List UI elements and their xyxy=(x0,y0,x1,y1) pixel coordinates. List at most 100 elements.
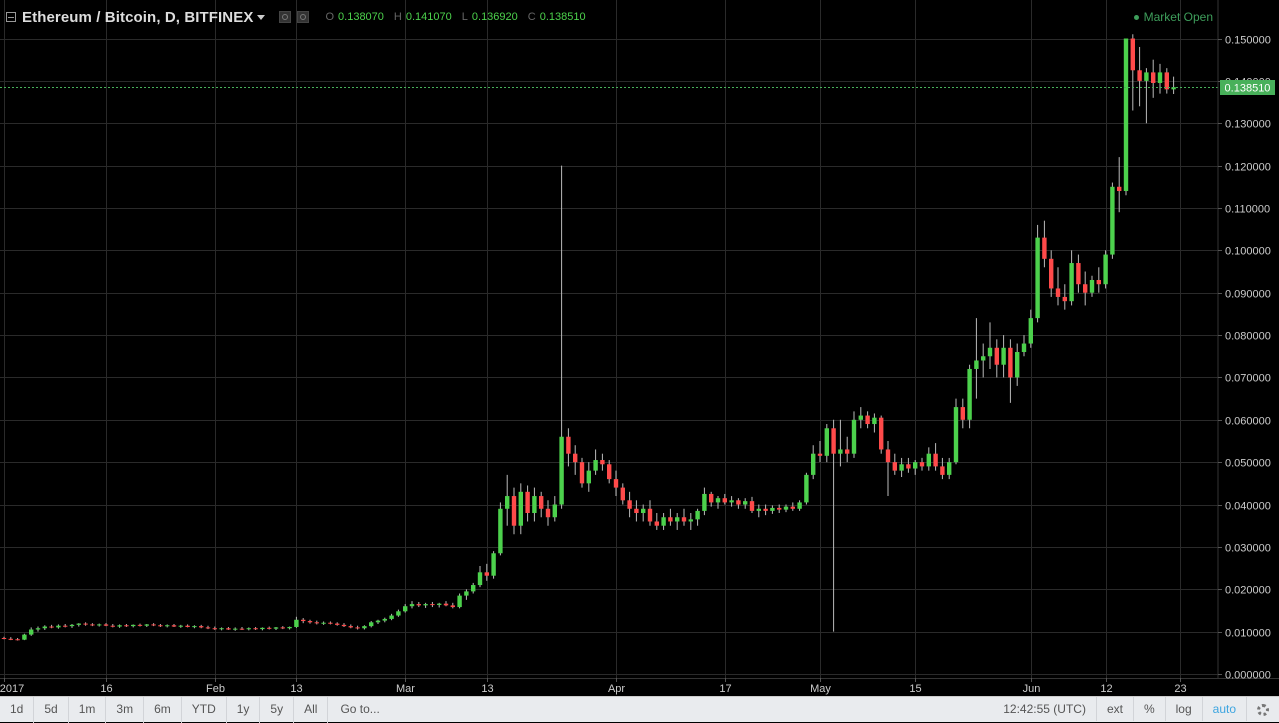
candle xyxy=(885,440,891,497)
candle xyxy=(42,625,47,630)
collapse-icon[interactable] xyxy=(6,12,16,22)
candle-body-up xyxy=(783,506,789,510)
last-price-tag: 0.138510 xyxy=(1220,80,1275,95)
time-tick-label: 12 xyxy=(1100,683,1112,695)
symbol-title[interactable]: Ethereum / Bitcoin, D, BITFINEX xyxy=(22,8,254,26)
candle xyxy=(715,496,721,509)
price-tick-label: 0.150000 xyxy=(1225,35,1271,47)
candle xyxy=(913,460,918,475)
candle xyxy=(865,411,870,429)
candle xyxy=(790,502,795,511)
candle-body-down xyxy=(1130,38,1135,71)
candlestick-chart[interactable]: 0.000000 0.010000 0.020000 0.030000 0.040000… xyxy=(0,0,1279,696)
candles xyxy=(1,34,1176,641)
range-button-1m[interactable]: 1m xyxy=(69,696,107,723)
log-toggle[interactable]: log xyxy=(1164,697,1202,721)
candle xyxy=(736,498,741,509)
candle xyxy=(953,398,959,465)
candle xyxy=(1062,284,1067,310)
goto-button[interactable]: Go to... xyxy=(340,701,380,716)
candle xyxy=(593,449,598,475)
range-button-3m[interactable]: 3m xyxy=(106,696,145,723)
candle-body-down xyxy=(709,493,714,503)
candle xyxy=(443,601,449,607)
range-button-5y[interactable]: 5y xyxy=(260,696,295,723)
candle-body-up xyxy=(593,460,598,471)
percent-toggle[interactable]: % xyxy=(1132,697,1165,721)
price-tick-label: 0.120000 xyxy=(1225,162,1271,174)
candle-body-down xyxy=(341,624,347,627)
auto-toggle[interactable]: auto xyxy=(1201,697,1246,721)
candle-body-down xyxy=(226,628,231,630)
candle xyxy=(464,589,469,600)
candle-body-up xyxy=(287,626,292,629)
candle xyxy=(770,505,775,514)
candle-body-down xyxy=(239,628,245,630)
candle xyxy=(1103,250,1108,289)
range-button-all[interactable]: All xyxy=(294,696,329,723)
candle xyxy=(22,633,27,641)
candle xyxy=(940,457,945,480)
candle xyxy=(607,460,612,484)
candle xyxy=(97,623,102,627)
candle-body-up xyxy=(811,453,816,475)
candle xyxy=(1083,271,1088,306)
candle-body-up xyxy=(756,508,761,511)
candle-body-down xyxy=(777,507,782,510)
candle xyxy=(1028,309,1033,348)
candle-body-up xyxy=(362,626,367,629)
candle-body-up xyxy=(375,620,381,623)
candle-body-up xyxy=(165,625,170,627)
candle xyxy=(851,411,857,458)
range-button-6m[interactable]: 6m xyxy=(144,696,182,723)
candle xyxy=(1069,250,1074,306)
candle-body-up xyxy=(688,519,693,522)
price-tick-label: 0.080000 xyxy=(1225,331,1271,343)
candle xyxy=(396,609,401,617)
candle-body-up xyxy=(532,496,537,514)
ext-toggle[interactable]: ext xyxy=(1095,697,1133,721)
candle-body-up xyxy=(899,464,904,471)
candle xyxy=(1015,343,1020,386)
candle xyxy=(729,496,734,507)
candle xyxy=(430,601,435,608)
candle xyxy=(423,602,428,608)
legend: Ethereum / Bitcoin, D, BITFINEX O 0.1380… xyxy=(0,0,592,34)
candle-body-down xyxy=(1,637,7,639)
candle-body-down xyxy=(8,638,13,640)
price-tick-label: 0.100000 xyxy=(1225,246,1271,258)
candle xyxy=(1021,335,1027,357)
range-button-1d[interactable]: 1d xyxy=(0,696,35,723)
range-button-5d[interactable]: 5d xyxy=(34,696,69,723)
candle xyxy=(471,582,476,594)
candle xyxy=(450,602,455,609)
bottom-toolbar: 1d 5d 1m 3m 6m YTD 1y 5y All Go to... 12… xyxy=(0,696,1279,723)
candle-body-down xyxy=(681,517,687,522)
candle-body-up xyxy=(29,629,34,635)
candle-body-up xyxy=(22,634,27,640)
candle xyxy=(987,322,993,369)
candle-body-down xyxy=(1137,70,1142,81)
candle-body-down xyxy=(1096,279,1101,285)
range-button-ytd[interactable]: YTD xyxy=(182,696,227,723)
range-button-1y[interactable]: 1y xyxy=(227,696,261,723)
candle-body-up xyxy=(1001,347,1006,365)
settings-gear-button[interactable] xyxy=(1246,697,1279,721)
chevron-down-icon[interactable] xyxy=(257,14,266,20)
candle xyxy=(273,626,279,630)
candle-body-down xyxy=(654,521,659,526)
candle xyxy=(69,624,75,628)
candle-body-down xyxy=(994,347,999,365)
candle-body-up xyxy=(69,624,75,627)
settings-icon[interactable] xyxy=(297,11,310,23)
candle-body-up xyxy=(1123,38,1129,192)
candle xyxy=(362,625,367,630)
candle xyxy=(1151,59,1156,98)
candle xyxy=(382,617,387,623)
time-tick-label: Jun xyxy=(1023,683,1041,695)
eye-icon[interactable] xyxy=(279,11,292,23)
candle-body-down xyxy=(185,625,190,627)
candle-body-down xyxy=(668,517,673,522)
candle xyxy=(355,625,360,630)
